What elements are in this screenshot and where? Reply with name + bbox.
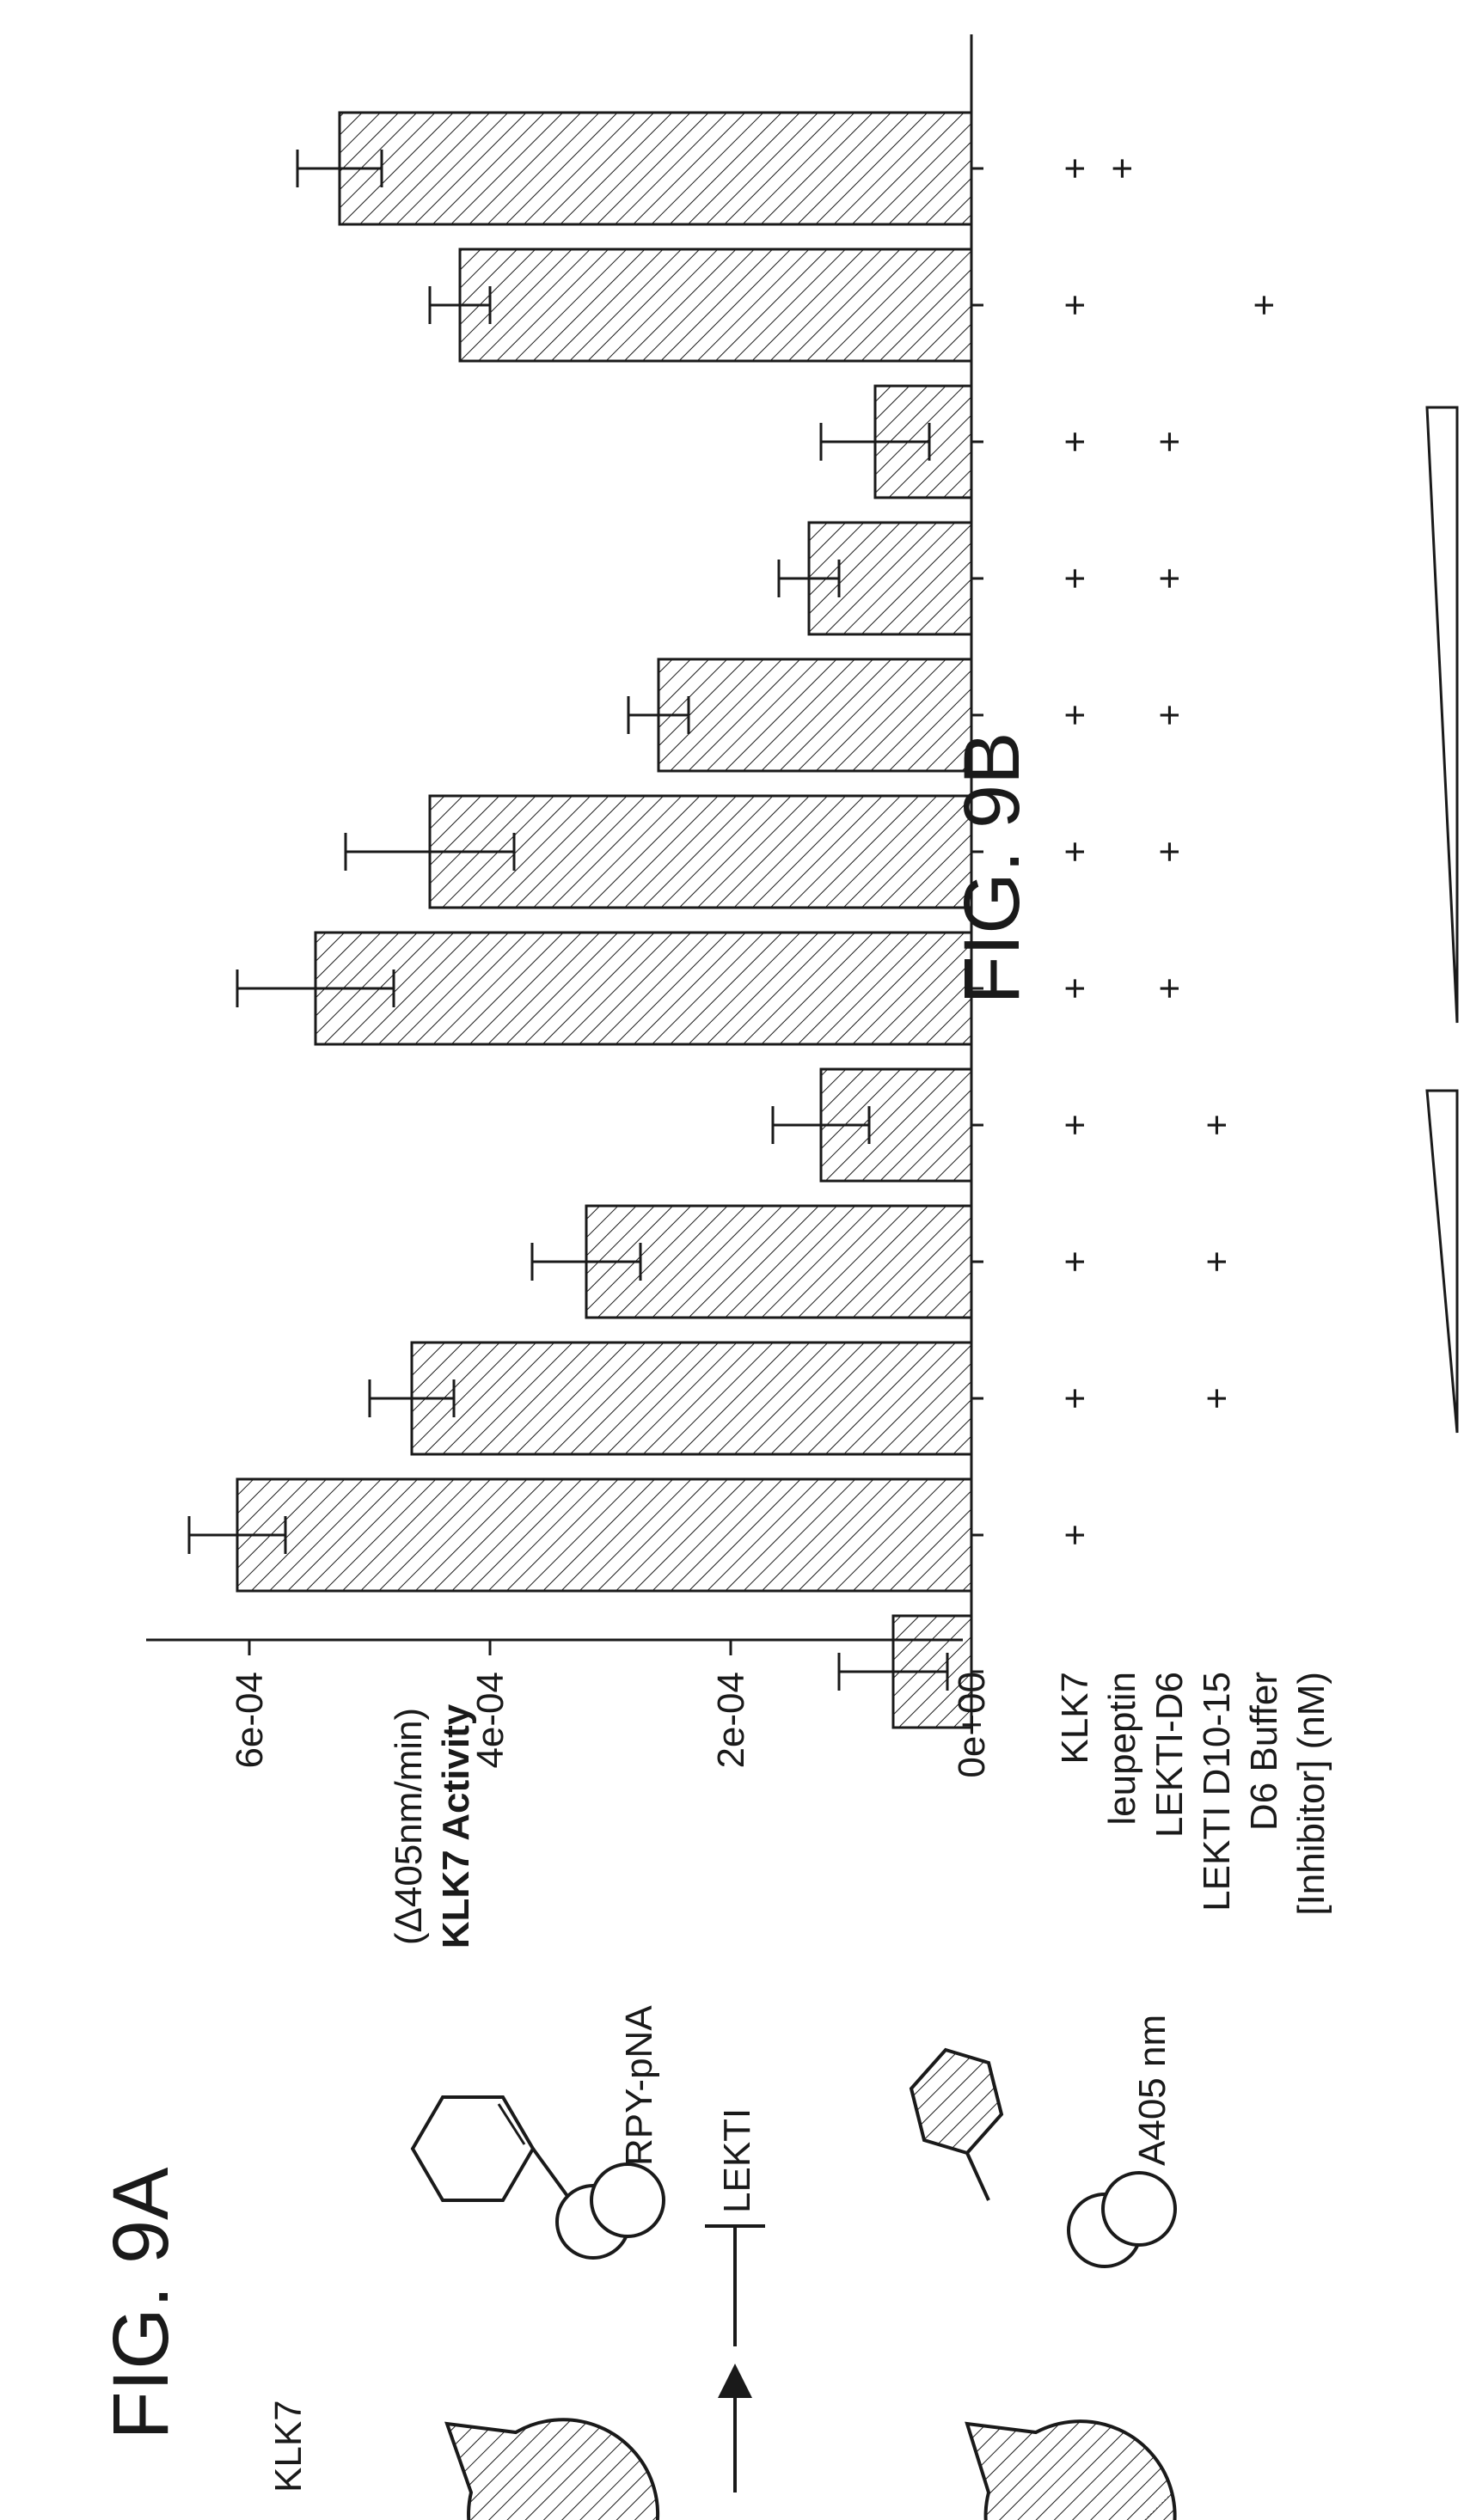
- condition-mark: +: [1054, 1524, 1096, 1546]
- condition-row-label: D6 Buffer: [1243, 1672, 1285, 1831]
- pna-circle-icon: [590, 2162, 665, 2238]
- condition-table: KLK7+++++++++++leupeptin+LEKTI-D6+++++LE…: [1054, 157, 1332, 1915]
- condition-row-label: [Inhibitor] (nM): [1290, 1672, 1332, 1916]
- condition-mark: +: [1196, 1251, 1238, 1273]
- released-pna-circle-icon: [1101, 2171, 1177, 2247]
- bar: [428, 794, 973, 909]
- bar: [585, 1204, 973, 1319]
- condition-mark: +: [1054, 1251, 1096, 1273]
- readout-label: A405 nm: [1131, 2015, 1173, 2166]
- bar: [410, 1341, 973, 1456]
- y-tick-label: 2e-04: [710, 1672, 752, 1769]
- condition-mark: +: [1054, 977, 1096, 1000]
- condition-mark: +: [1054, 1114, 1096, 1136]
- bar: [657, 658, 973, 773]
- condition-mark: +: [1196, 1387, 1238, 1410]
- condition-mark: +: [1149, 704, 1191, 726]
- concentration-wedge-icon: [1425, 406, 1459, 1024]
- reaction-schematic: KLK7 RPY-pNA LEKTI A405 nm: [267, 2005, 1177, 2520]
- y-axis-unit: (Δ405nm/min): [388, 1708, 430, 1945]
- y-tick-label: 4e-04: [469, 1672, 511, 1769]
- figure-9a-title: FIG. 9A: [97, 2167, 185, 2440]
- substrate-hexagon-inner-bond: [497, 2103, 526, 2145]
- concentration-wedge-icon: [1425, 1089, 1459, 1434]
- condition-mark: +: [1054, 841, 1096, 863]
- substrate-hexagon-icon: [410, 2095, 536, 2202]
- substrate-bond-line: [531, 2147, 569, 2198]
- y-tick-label: 6e-04: [229, 1672, 271, 1769]
- y-axis-label: KLK7 Activity: [435, 1703, 477, 1948]
- bar: [458, 248, 973, 363]
- klk7-enzyme-shape: [444, 2418, 660, 2520]
- bar: [314, 931, 973, 1046]
- reaction-arrow-head-icon: [718, 2364, 752, 2398]
- condition-mark: +: [1149, 841, 1191, 863]
- condition-mark: +: [1243, 294, 1285, 316]
- product-hexagon-icon: [909, 2047, 1004, 2156]
- condition-mark: +: [1054, 431, 1096, 453]
- condition-row-label: LEKTI-D6: [1149, 1672, 1191, 1838]
- x-ticks: [971, 167, 983, 1673]
- condition-mark: +: [1149, 431, 1191, 453]
- inhibitor-label: LEKTI: [716, 2108, 758, 2213]
- condition-mark: +: [1054, 704, 1096, 726]
- product-bond-line: [965, 2152, 990, 2201]
- condition-row-label: LEKTI D10-15: [1196, 1672, 1238, 1911]
- bar: [338, 111, 973, 226]
- klk7-enzyme-shape-product: [965, 2419, 1177, 2520]
- error-bars: [187, 150, 949, 1691]
- condition-mark: +: [1149, 567, 1191, 590]
- condition-mark: +: [1054, 1387, 1096, 1410]
- bar: [236, 1477, 973, 1593]
- enzyme-label: KLK7: [267, 2400, 309, 2492]
- condition-mark: +: [1196, 1114, 1238, 1136]
- substrate-label: RPY-pNA: [618, 2005, 660, 2166]
- condition-mark: +: [1054, 157, 1096, 180]
- condition-mark: +: [1054, 567, 1096, 590]
- condition-mark: +: [1054, 294, 1096, 316]
- condition-row-label: KLK7: [1054, 1672, 1096, 1765]
- inhibitor-concentration-wedges: [1425, 406, 1459, 1434]
- condition-mark: +: [1101, 157, 1143, 180]
- condition-mark: +: [1149, 977, 1191, 1000]
- bars: [236, 111, 973, 1729]
- condition-row-label: leupeptin: [1101, 1672, 1143, 1826]
